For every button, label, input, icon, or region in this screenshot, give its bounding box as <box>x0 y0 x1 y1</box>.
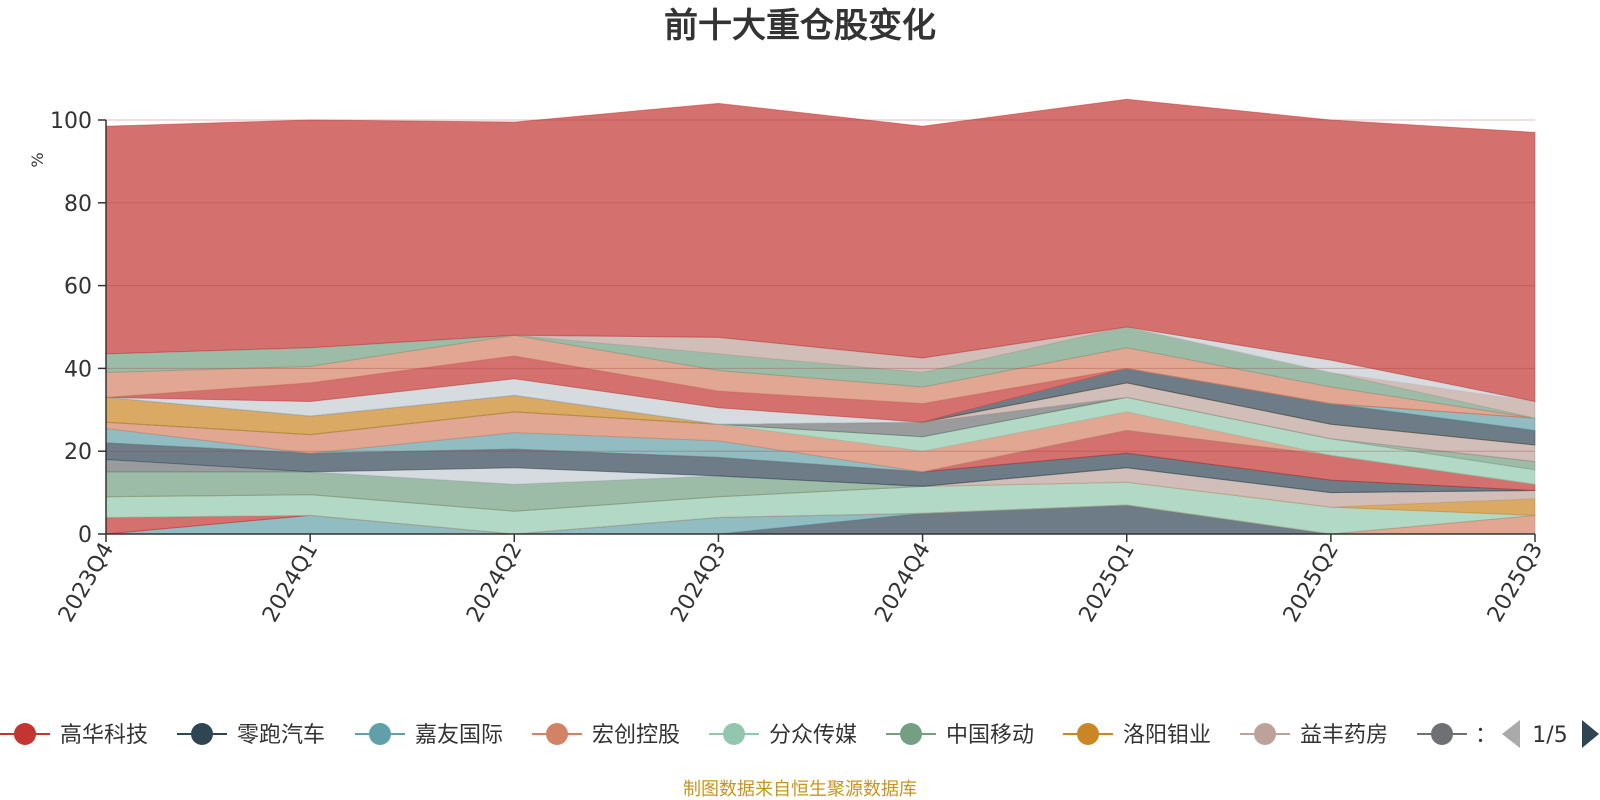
legend-label-overflow: ： <box>1475 723 1497 748</box>
legend-label-2: 嘉友国际 <box>415 723 503 748</box>
legend-next-page-icon[interactable] <box>1582 720 1599 748</box>
plot-areas: 零跑汽车嘉友国际宏创控股高华科技分众传媒洛阳钼业益丰药房中国移动华润三九双环传动… <box>105 98 1536 535</box>
x-tick-label-7: 2025Q3 <box>1483 539 1548 627</box>
x-tick-label-5: 2025Q1 <box>1075 539 1140 627</box>
legend-label-4: 分众传媒 <box>769 723 857 748</box>
legend-label-0: 高华科技 <box>60 723 148 748</box>
legend-item-0[interactable]: 高华科技 <box>0 723 148 748</box>
x-tick-label-3: 2024Q3 <box>666 539 731 627</box>
legend-label-3: 宏创控股 <box>592 723 680 748</box>
legend-item-1[interactable]: 零跑汽车 <box>177 723 325 748</box>
legend-marker-0 <box>14 723 36 745</box>
legend-label-5: 中国移动 <box>946 723 1034 748</box>
footer-source-text: 制图数据来自恒生聚源数据库 <box>683 779 917 800</box>
grid-lines <box>106 119 1535 452</box>
y-tick-label-0: 0 <box>78 523 92 548</box>
legend-label-1: 零跑汽车 <box>237 723 325 748</box>
y-tick-label-2: 40 <box>64 357 92 382</box>
y-axis-label: % <box>28 152 47 167</box>
x-tick-label-6: 2025Q2 <box>1279 539 1344 627</box>
legend-item-4[interactable]: 分众传媒 <box>709 723 857 748</box>
x-tick-label-0: 2023Q4 <box>54 539 119 627</box>
legend-marker-3 <box>546 723 568 745</box>
legend-marker-4 <box>723 723 745 745</box>
y-tick-label-3: 60 <box>64 275 92 300</box>
area-series-27: 其他 <box>105 98 1536 403</box>
legend-marker-5 <box>900 723 922 745</box>
legend-marker-2 <box>369 723 391 745</box>
legend-item-3[interactable]: 宏创控股 <box>532 723 680 748</box>
x-tick-label-4: 2024Q4 <box>870 539 935 627</box>
legend-marker-overflow <box>1431 723 1453 745</box>
legend-item-6[interactable]: 洛阳钼业 <box>1063 723 1211 748</box>
legend-item-5[interactable]: 中国移动 <box>886 723 1034 748</box>
y-tick-label-1: 20 <box>64 440 92 465</box>
x-tick-label-1: 2024Q1 <box>258 539 323 627</box>
legend-marker-6 <box>1077 723 1099 745</box>
legend: 高华科技 零跑汽车 嘉友国际 宏创控股 分众传媒 中国移动 洛阳钼业 益丰药房 ： 1/5 <box>0 720 1599 748</box>
x-tick-label-2: 2024Q2 <box>462 539 527 627</box>
y-tick-label-5: 100 <box>50 109 92 134</box>
legend-label-7: 益丰药房 <box>1300 723 1388 748</box>
y-tick-label-4: 80 <box>64 192 92 217</box>
legend-prev-page-icon[interactable] <box>1502 720 1520 748</box>
legend-item-overflow[interactable]: ： <box>1417 723 1497 748</box>
legend-label-6: 洛阳钼业 <box>1123 723 1211 748</box>
legend-marker-1 <box>191 723 213 745</box>
legend-page-indicator: 1/5 <box>1532 723 1567 748</box>
legend-item-7[interactable]: 益丰药房 <box>1240 723 1388 748</box>
legend-marker-7 <box>1254 723 1276 745</box>
chart-title: 前十大重仓股变化 <box>664 6 936 46</box>
legend-item-2[interactable]: 嘉友国际 <box>355 723 503 748</box>
